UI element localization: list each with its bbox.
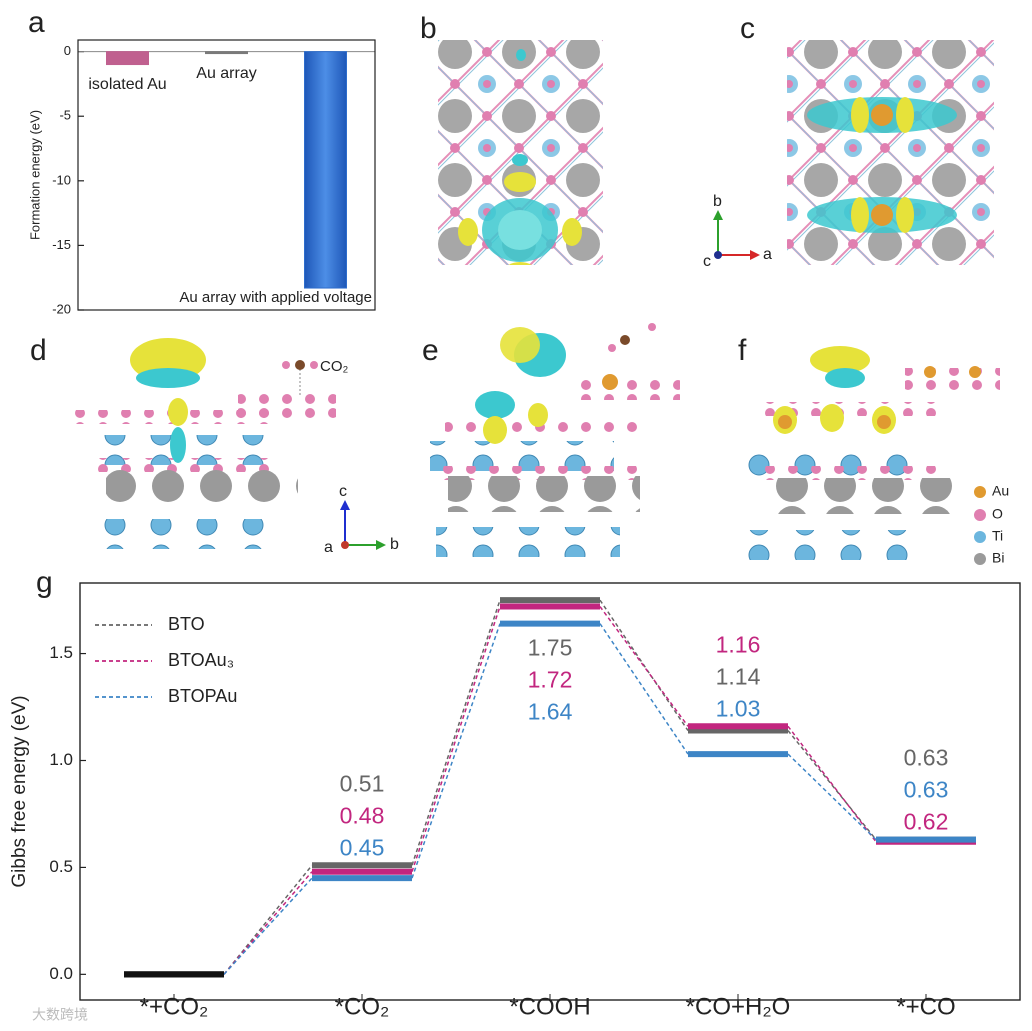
value-label: 0.62 — [904, 809, 949, 835]
bar — [304, 51, 347, 289]
y-tick-label: 1.5 — [49, 643, 73, 662]
axis-letter: c — [703, 253, 711, 270]
y-tick-label: -15 — [52, 237, 71, 252]
atom-label: Ti — [992, 528, 1003, 544]
axis-letter: a — [763, 246, 772, 263]
structure-c — [787, 40, 994, 265]
panel-label: c — [740, 12, 755, 45]
connector — [411, 599, 501, 866]
axis-letter: b — [390, 536, 399, 553]
watermark: 大数跨境 — [32, 1007, 88, 1023]
bar — [205, 51, 248, 55]
structure-d — [70, 338, 386, 550]
connector — [599, 623, 689, 755]
y-tick-label: 1.0 — [49, 750, 73, 769]
value-label: 0.51 — [340, 770, 385, 796]
legend-label: BTOPAu — [168, 686, 237, 706]
plot-frame — [79, 582, 1021, 1001]
panel-label: d — [30, 334, 47, 367]
plot-frame — [77, 39, 376, 311]
panel-label: b — [420, 12, 437, 45]
value-label: 1.75 — [528, 635, 573, 661]
y-axis-title: Gibbs free energy (eV) — [9, 695, 30, 887]
y-tick-label: -5 — [59, 108, 71, 123]
structure-e — [430, 323, 680, 557]
atom-label: Au — [992, 483, 1009, 499]
bar-label: Au array with applied voltage — [179, 289, 372, 306]
structure-f — [725, 346, 1000, 560]
y-tick-label: 0.0 — [49, 964, 73, 983]
panel-label: g — [36, 566, 53, 599]
panel-label: a — [28, 6, 45, 39]
structure-b — [438, 40, 603, 265]
bar — [106, 51, 149, 66]
axes-icon — [713, 210, 760, 260]
connector — [223, 871, 313, 975]
connector — [787, 725, 877, 843]
y-axis-title: Formation energy (eV) — [27, 110, 42, 240]
connector — [787, 753, 877, 841]
value-label: 0.48 — [340, 802, 385, 828]
value-label: 0.45 — [340, 834, 385, 860]
panel-label: f — [738, 334, 747, 367]
atom-label: O — [992, 506, 1003, 522]
value-label: 1.16 — [716, 631, 761, 657]
y-tick-label: -20 — [52, 301, 71, 316]
adsorbate-label: CO₂ — [320, 358, 349, 375]
y-tick-label: -10 — [52, 172, 71, 187]
value-label: 1.03 — [716, 695, 761, 721]
bar-label: isolated Au — [88, 76, 166, 93]
connector — [223, 877, 313, 975]
y-tick-label: 0 — [64, 43, 71, 58]
legend-label: BTO — [168, 614, 205, 634]
atom-legend: Au O Ti Bi — [974, 483, 1009, 566]
value-label: 0.63 — [904, 745, 949, 771]
value-label: 1.72 — [528, 667, 573, 693]
value-label: 1.14 — [716, 663, 761, 689]
atom-label: Bi — [992, 550, 1004, 566]
axis-letter: c — [339, 483, 347, 500]
value-label: 1.64 — [528, 699, 573, 725]
axis-letter: a — [324, 539, 333, 556]
bar-label: Au array — [196, 65, 256, 82]
connector — [599, 606, 689, 727]
legend-label: BTOAu₃ — [168, 650, 234, 670]
panel-label: e — [422, 334, 439, 367]
connector — [411, 623, 501, 879]
y-tick-label: 0.5 — [49, 857, 73, 876]
axis-letter: b — [713, 193, 722, 210]
connector — [411, 606, 501, 872]
value-label: 0.63 — [904, 777, 949, 803]
